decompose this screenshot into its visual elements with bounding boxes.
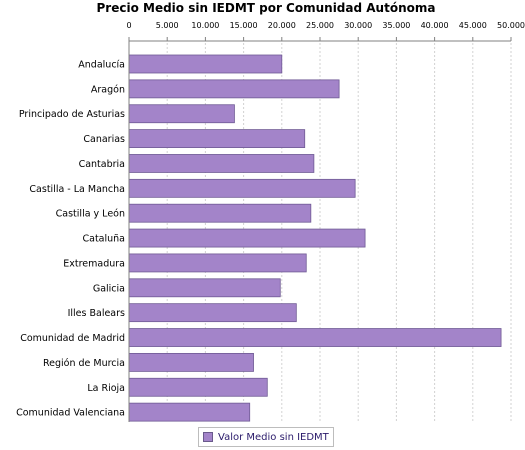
bar xyxy=(128,377,268,397)
category-label: Región de Murcia xyxy=(43,358,125,369)
bar xyxy=(128,79,340,99)
tick-label: 25.000 xyxy=(306,21,334,30)
bars xyxy=(128,54,502,422)
category-label: Galicia xyxy=(93,283,125,294)
tick-label: 30.000 xyxy=(344,21,372,30)
category-label: Aragón xyxy=(91,84,125,95)
bar xyxy=(128,154,315,173)
bar xyxy=(128,178,356,198)
bar xyxy=(128,104,235,124)
legend-swatch xyxy=(203,432,213,442)
bar xyxy=(128,253,307,273)
bar xyxy=(128,402,251,422)
tick-label: 50.000 xyxy=(497,21,525,30)
category-label: Castilla - La Mancha xyxy=(29,184,125,195)
axes xyxy=(128,40,511,422)
category-label: Illes Balears xyxy=(68,308,125,319)
chart-title: Precio Medio sin IEDMT por Comunidad Aut… xyxy=(97,1,436,15)
category-label: Andalucía xyxy=(78,60,125,71)
tick-label: 10.000 xyxy=(191,21,219,30)
bar xyxy=(128,203,312,223)
tick-label: 5.000 xyxy=(156,21,179,30)
tick-label: 0 xyxy=(126,21,131,30)
bar xyxy=(128,129,306,149)
category-label: La Rioja xyxy=(87,383,125,394)
category-label: Cantabria xyxy=(79,159,125,170)
category-label: Comunidad de Madrid xyxy=(20,333,125,344)
category-label: Extremadura xyxy=(63,258,125,269)
legend: Valor Medio sin IEDMT xyxy=(198,427,334,447)
category-labels: Andalucía Aragón Principado de Asturias Can… xyxy=(16,60,125,419)
x-axis-ticks: 0 5.000 10.000 15.000 20.000 25.000 30.000 35.0… xyxy=(126,21,525,41)
tick-label: 20.000 xyxy=(268,21,296,30)
category-label: Comunidad Valenciana xyxy=(16,408,125,419)
tick-label: 35.000 xyxy=(382,21,410,30)
bar xyxy=(128,352,254,372)
category-label: Principado de Asturias xyxy=(19,109,125,120)
legend-label: Valor Medio sin IEDMT xyxy=(218,431,329,443)
category-label: Canarias xyxy=(83,134,125,145)
tick-label: 40.000 xyxy=(421,21,449,30)
category-label: Cataluña xyxy=(82,234,125,245)
tick-label: 15.000 xyxy=(230,21,258,30)
bar xyxy=(128,228,366,248)
bar xyxy=(128,303,297,323)
category-label: Castilla y León xyxy=(56,209,125,220)
bar xyxy=(128,278,281,298)
bar xyxy=(128,54,283,74)
tick-label: 45.000 xyxy=(459,21,487,30)
bar xyxy=(128,328,502,347)
